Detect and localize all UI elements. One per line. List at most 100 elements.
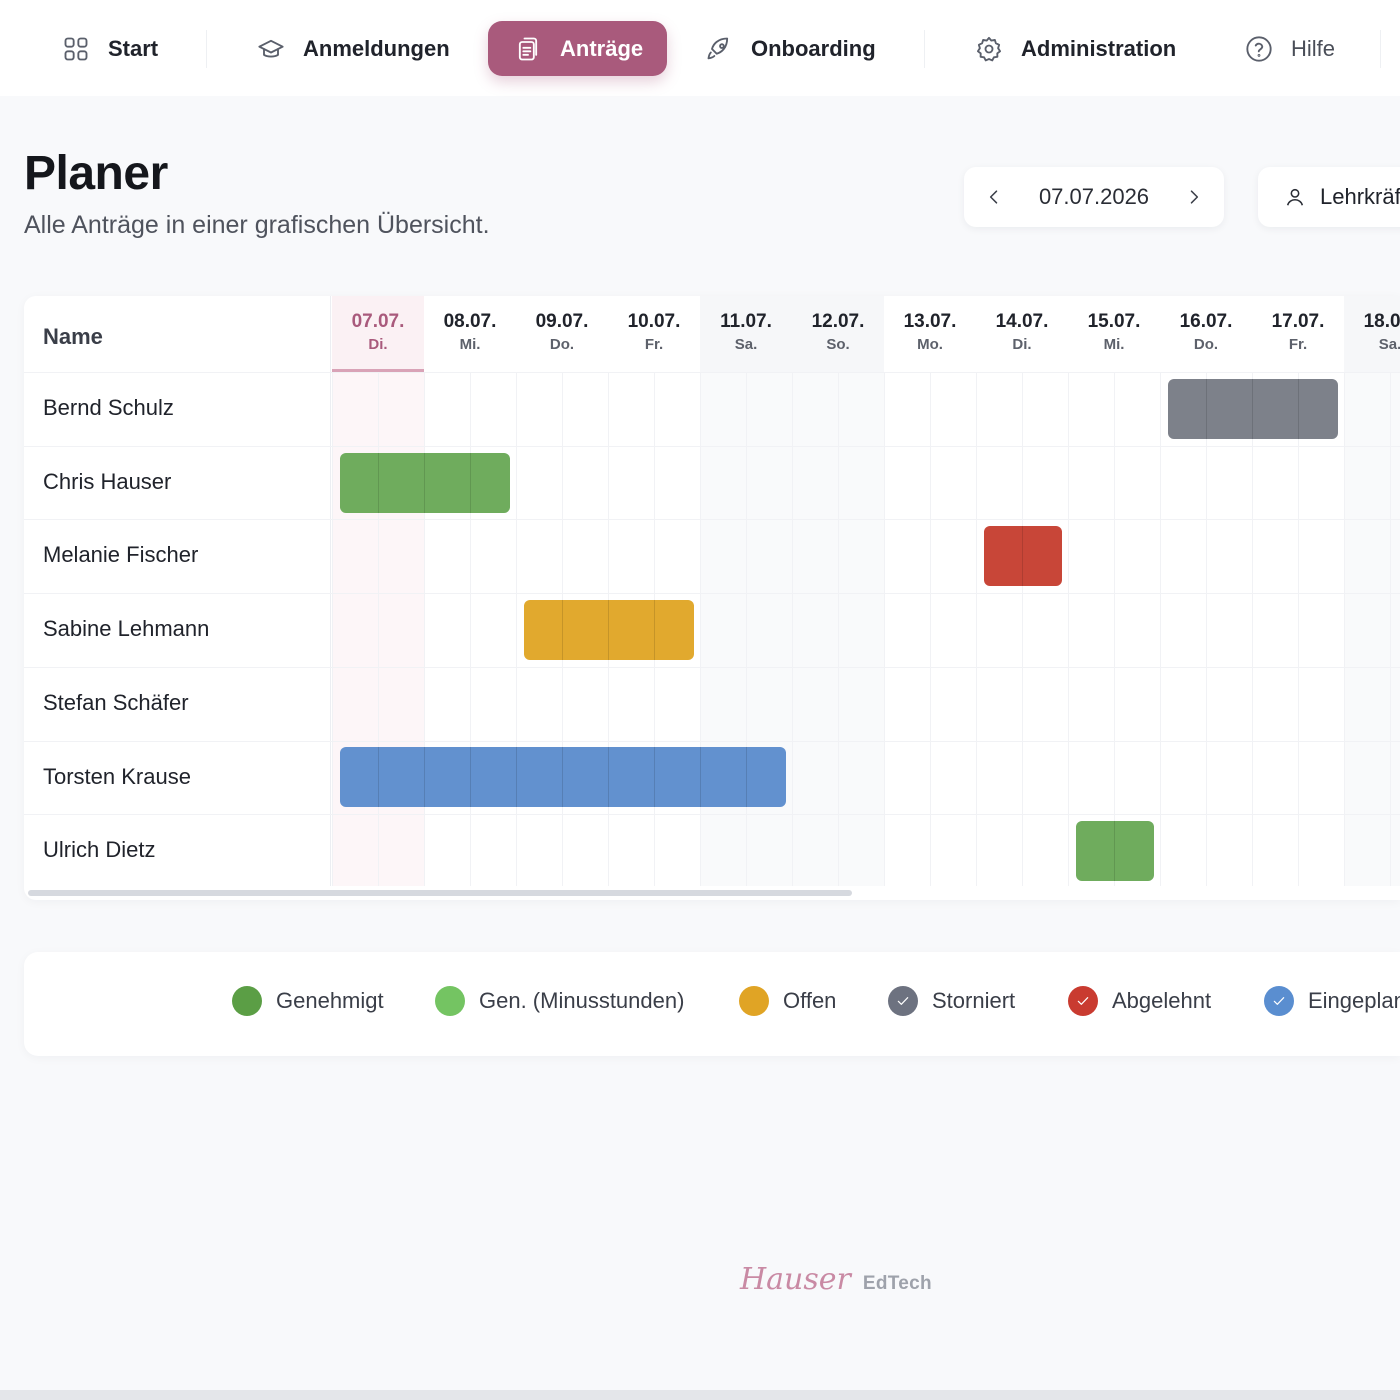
day-weekday: Do.: [549, 336, 575, 353]
grid-line: [746, 372, 747, 886]
status-dot-icon: [739, 986, 769, 1016]
day-date: 13.07.: [903, 311, 957, 332]
bar-tick: [470, 453, 471, 513]
row-name[interactable]: Ulrich Dietz: [43, 837, 156, 862]
chevron-right-icon[interactable]: [1184, 187, 1204, 207]
day-header: 09.07. Do.: [516, 296, 608, 372]
check-icon: [888, 986, 918, 1016]
graduation-cap-icon: [257, 35, 285, 63]
grid-line: [792, 372, 793, 886]
grid-line: [1114, 372, 1115, 886]
day-header: 11.07. Sa.: [700, 296, 792, 372]
gear-icon: [975, 35, 1003, 63]
nav-hilfe[interactable]: Hilfe: [1245, 21, 1335, 76]
horizontal-scrollbar[interactable]: [28, 890, 852, 896]
grid-line: [700, 372, 701, 886]
row-name[interactable]: Chris Hauser: [43, 469, 172, 494]
row-divider: [24, 593, 1400, 594]
chevron-left-icon[interactable]: [984, 187, 1004, 207]
day-date: 09.07.: [535, 311, 589, 332]
row-divider: [24, 519, 1400, 520]
legend-label: Eingeplant: [1308, 988, 1400, 1013]
grid-line: [930, 372, 931, 886]
bar-tick: [378, 453, 379, 513]
day-date: 08.07.: [443, 311, 497, 332]
row-divider: [24, 741, 1400, 742]
day-date: 12.07.: [811, 311, 865, 332]
bar-tick: [654, 600, 655, 660]
request-bar[interactable]: [340, 747, 786, 807]
day-weekday: So.: [826, 336, 850, 353]
day-date: 07.07.: [351, 311, 405, 332]
day-header: 08.07. Mi.: [424, 296, 516, 372]
day-date: 15.07.: [1087, 311, 1141, 332]
teacher-filter-label: Lehrkräfte: [1320, 184, 1400, 209]
current-date[interactable]: 07.07.2026: [1038, 184, 1150, 209]
bar-tick: [1022, 526, 1023, 586]
legend-label: Gen. (Minusstunden): [479, 988, 685, 1013]
row-name[interactable]: Torsten Krause: [43, 764, 191, 789]
bar-tick: [1114, 821, 1115, 881]
day-header: 17.07. Fr.: [1252, 296, 1344, 372]
row-divider: [24, 446, 1400, 447]
day-weekday: Mi.: [459, 336, 481, 353]
row-name[interactable]: Sabine Lehmann: [43, 616, 210, 641]
nav-hilfe-label: Hilfe: [1291, 35, 1336, 61]
legend-item: Genehmigt: [232, 986, 384, 1016]
legend-label: Genehmigt: [276, 988, 384, 1013]
legend-item: Gen. (Minusstunden): [435, 986, 684, 1016]
nav-anmeldungen[interactable]: Anmeldungen: [257, 21, 450, 76]
day-date: 10.07.: [627, 311, 681, 332]
row-name[interactable]: Stefan Schäfer: [43, 690, 189, 715]
grid-line: [976, 372, 977, 886]
day-weekday: Mi.: [1103, 336, 1125, 353]
nav-antraege[interactable]: Anträge: [488, 21, 668, 76]
nav-start[interactable]: Start: [62, 21, 158, 76]
request-bar[interactable]: [984, 526, 1062, 586]
row-divider: [24, 814, 1400, 815]
bar-tick: [1252, 379, 1253, 439]
nav-start-label: Start: [108, 35, 159, 61]
legend-label: Offen: [783, 988, 837, 1013]
day-header: 10.07. Fr.: [608, 296, 700, 372]
day-date: 18.07.: [1363, 311, 1400, 332]
request-bar[interactable]: [340, 453, 510, 513]
brand-suffix: EdTech: [862, 1273, 932, 1294]
request-bar[interactable]: [1168, 379, 1338, 439]
grid-line: [424, 372, 425, 886]
grid-line: [332, 372, 333, 886]
day-header: 16.07. Do.: [1160, 296, 1252, 372]
nav-onboarding-label: Onboarding: [751, 35, 876, 61]
day-header: 15.07. Mi.: [1068, 296, 1160, 372]
bar-tick: [424, 453, 425, 513]
grid-line: [1160, 372, 1161, 886]
grid-line: [1252, 372, 1253, 886]
legend-label: Abgelehnt: [1112, 988, 1212, 1013]
grid-line: [1022, 372, 1023, 886]
nav-divider: [924, 30, 925, 68]
top-navigation: Start Anmeldungen Anträge Onboarding Adm…: [0, 0, 1400, 96]
date-navigator: 07.07.2026: [964, 167, 1224, 227]
bottom-scrollbar[interactable]: [0, 1390, 1400, 1400]
request-bar[interactable]: [524, 600, 694, 660]
day-header: 12.07. So.: [792, 296, 884, 372]
row-name[interactable]: Melanie Fischer: [43, 542, 199, 567]
request-bar[interactable]: [1076, 821, 1154, 881]
status-legend: Genehmigt Gen. (Minusstunden) Offen Stornie…: [24, 952, 1400, 1056]
day-weekday: Fr.: [1288, 336, 1308, 353]
nav-onboarding[interactable]: Onboarding: [705, 21, 876, 76]
legend-item: Abgelehnt: [1068, 986, 1211, 1016]
bar-tick: [562, 747, 563, 807]
teacher-filter-button[interactable]: Lehrkräfte: [1258, 167, 1400, 227]
grid-line: [1068, 372, 1069, 886]
row-name[interactable]: Bernd Schulz: [43, 395, 174, 420]
row-divider: [24, 667, 1400, 668]
planner-grid: Name 07.07. Di. 08.07. Mi. 09.07. Do. 10.07. Fr…: [24, 296, 1400, 900]
bar-tick: [378, 747, 379, 807]
grid-line: [1344, 372, 1345, 886]
bar-tick: [562, 600, 563, 660]
day-weekday: Di.: [368, 336, 388, 353]
nav-administration[interactable]: Administration: [975, 21, 1176, 76]
day-date: 17.07.: [1271, 311, 1325, 332]
page-subtitle: Alle Anträge in einer grafischen Übersic…: [24, 211, 490, 239]
